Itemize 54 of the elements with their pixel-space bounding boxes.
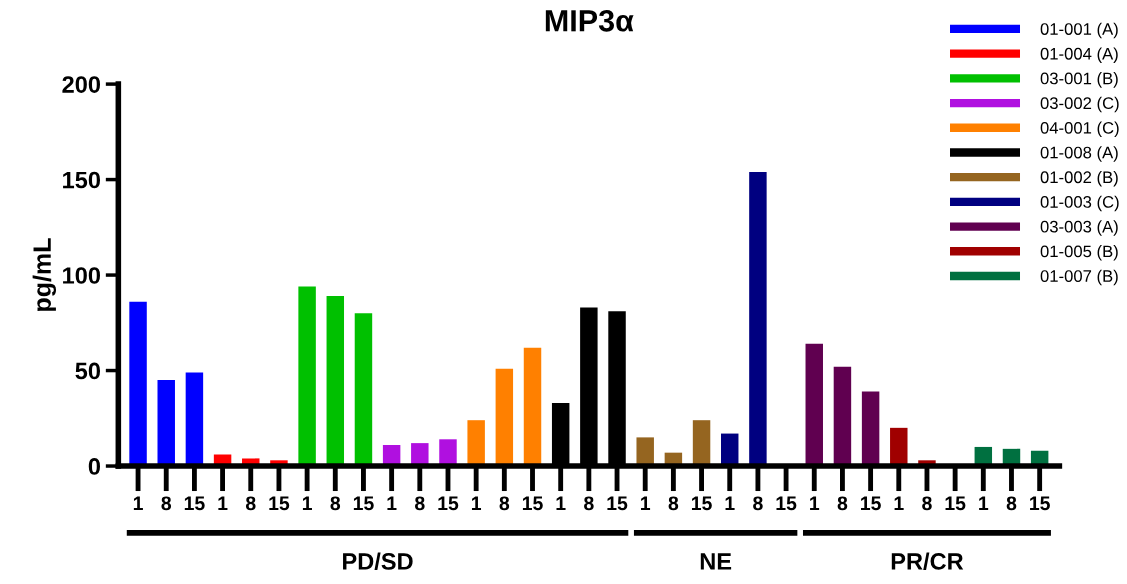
legend-label: 03-001 (B) (1040, 72, 1118, 88)
y-axis-title: pg/mL (32, 238, 57, 311)
x-tick-label: 8 (245, 496, 256, 511)
x-tick-label: 15 (607, 496, 628, 511)
legend-label: 03-003 (A) (1040, 220, 1118, 236)
legend-label: 01-003 (C) (1040, 195, 1119, 212)
x-tick-label: 15 (353, 496, 374, 511)
x-tick-label: 1 (725, 496, 735, 510)
legend-label: 01-008 (A) (1040, 146, 1118, 162)
x-tick-label: 15 (438, 496, 459, 511)
x-tick-label: 15 (522, 496, 543, 511)
x-tick-label: 1 (133, 496, 143, 510)
text: NE (700, 553, 732, 570)
legend-label: 01-005 (B) (1040, 245, 1118, 261)
x-tick-label: 1 (387, 496, 397, 510)
x-tick-label: 1 (894, 496, 904, 510)
y-tick-label: 150 (63, 171, 101, 189)
text: PD/SD (343, 552, 413, 570)
x-tick-label: 15 (184, 496, 205, 511)
x-tick-label: 8 (753, 496, 763, 511)
x-tick-label: 8 (837, 496, 848, 511)
legend-label: 01-004 (A) (1040, 47, 1118, 63)
x-tick-label: 8 (415, 496, 425, 511)
y-tick-label: 0 (88, 458, 101, 475)
x-tick-label: 15 (861, 496, 881, 511)
x-tick-label: 1 (979, 496, 989, 510)
x-tick-label: 1 (810, 496, 820, 510)
text: PR/CR (891, 552, 964, 570)
legend-label: 01-007 (B) (1040, 269, 1118, 286)
x-tick-label: 15 (691, 496, 712, 511)
x-tick-label: 15 (1030, 496, 1050, 511)
legend-label: 01-001 (A) (1040, 22, 1118, 39)
x-tick-label: 8 (668, 496, 679, 511)
x-tick-label: 15 (945, 496, 966, 511)
x-tick-label: 8 (1006, 496, 1017, 511)
y-tick-label: 50 (75, 362, 101, 380)
y-tick-label: 100 (63, 267, 101, 284)
x-tick-label: 1 (218, 496, 228, 510)
x-tick-label: 8 (161, 496, 172, 511)
x-tick-label: 1 (641, 496, 651, 510)
x-tick-label: 15 (776, 496, 797, 511)
x-tick-label: 8 (922, 496, 932, 511)
legend-label: 04-001 (C) (1040, 121, 1119, 138)
x-tick-label: 8 (330, 496, 341, 511)
x-tick-label: 1 (556, 496, 566, 510)
x-tick-label: 1 (302, 496, 312, 510)
legend-label: 03-002 (C) (1040, 96, 1119, 113)
legend-label: 01-002 (B) (1040, 170, 1118, 187)
x-tick-label: 8 (584, 496, 594, 511)
chart-title: MIP3α (545, 9, 634, 32)
x-tick-label: 8 (499, 496, 510, 511)
x-tick-label: 15 (269, 496, 290, 511)
x-tick-label: 1 (471, 496, 482, 510)
y-tick-label: 200 (62, 76, 101, 93)
